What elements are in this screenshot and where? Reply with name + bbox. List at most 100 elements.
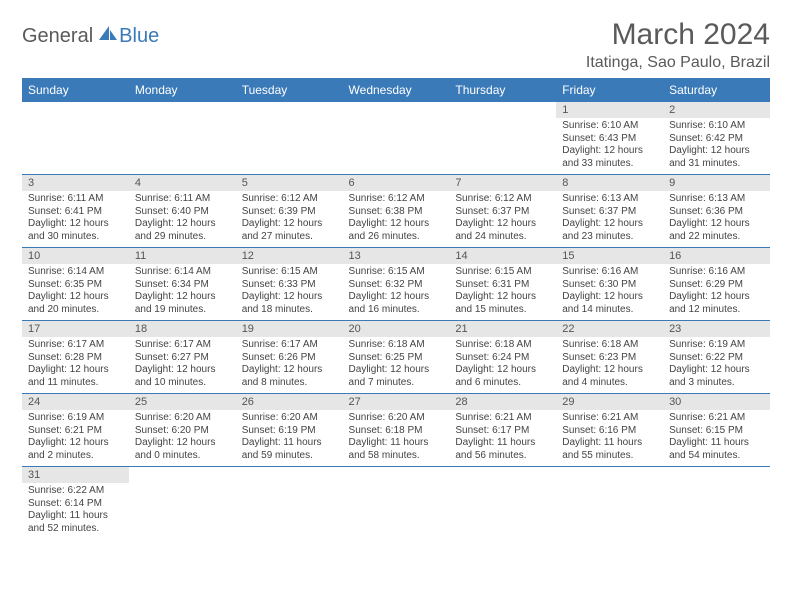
day-number: 22 — [556, 321, 663, 337]
day-details: Sunrise: 6:18 AMSunset: 6:25 PMDaylight:… — [343, 337, 450, 393]
daylight-line: Daylight: 11 hours and 55 minutes. — [562, 437, 657, 462]
sunset-line: Sunset: 6:26 PM — [242, 352, 337, 365]
calendar-row: 31Sunrise: 6:22 AMSunset: 6:14 PMDayligh… — [22, 467, 770, 540]
day-number: 4 — [129, 175, 236, 191]
calendar-body: 1Sunrise: 6:10 AMSunset: 6:43 PMDaylight… — [22, 102, 770, 539]
sunset-line: Sunset: 6:40 PM — [135, 206, 230, 219]
day-number: 1 — [556, 102, 663, 118]
daylight-line: Daylight: 12 hours and 16 minutes. — [349, 291, 444, 316]
sunrise-line: Sunrise: 6:20 AM — [242, 412, 337, 425]
day-number: 8 — [556, 175, 663, 191]
sunset-line: Sunset: 6:23 PM — [562, 352, 657, 365]
sunrise-line: Sunrise: 6:15 AM — [455, 266, 550, 279]
calendar-cell: 25Sunrise: 6:20 AMSunset: 6:20 PMDayligh… — [129, 394, 236, 467]
day-number: 9 — [663, 175, 770, 191]
day-number: 15 — [556, 248, 663, 264]
calendar-cell: 27Sunrise: 6:20 AMSunset: 6:18 PMDayligh… — [343, 394, 450, 467]
sunrise-line: Sunrise: 6:11 AM — [28, 193, 123, 206]
sunrise-line: Sunrise: 6:18 AM — [349, 339, 444, 352]
day-details: Sunrise: 6:14 AMSunset: 6:35 PMDaylight:… — [22, 264, 129, 320]
calendar-cell-empty — [556, 467, 663, 540]
calendar-cell: 8Sunrise: 6:13 AMSunset: 6:37 PMDaylight… — [556, 175, 663, 248]
calendar-row: 24Sunrise: 6:19 AMSunset: 6:21 PMDayligh… — [22, 394, 770, 467]
day-details: Sunrise: 6:12 AMSunset: 6:39 PMDaylight:… — [236, 191, 343, 247]
weekday-header: Wednesday — [343, 78, 450, 102]
calendar-cell: 18Sunrise: 6:17 AMSunset: 6:27 PMDayligh… — [129, 321, 236, 394]
calendar-cell: 15Sunrise: 6:16 AMSunset: 6:30 PMDayligh… — [556, 248, 663, 321]
sunrise-line: Sunrise: 6:12 AM — [349, 193, 444, 206]
sunrise-line: Sunrise: 6:12 AM — [455, 193, 550, 206]
sunset-line: Sunset: 6:35 PM — [28, 279, 123, 292]
day-number: 3 — [22, 175, 129, 191]
calendar-row: 1Sunrise: 6:10 AMSunset: 6:43 PMDaylight… — [22, 102, 770, 175]
sunset-line: Sunset: 6:31 PM — [455, 279, 550, 292]
day-number: 14 — [449, 248, 556, 264]
sunset-line: Sunset: 6:27 PM — [135, 352, 230, 365]
calendar-row: 10Sunrise: 6:14 AMSunset: 6:35 PMDayligh… — [22, 248, 770, 321]
sunrise-line: Sunrise: 6:19 AM — [28, 412, 123, 425]
sunrise-line: Sunrise: 6:16 AM — [562, 266, 657, 279]
calendar-cell-empty — [449, 102, 556, 175]
sunrise-line: Sunrise: 6:13 AM — [562, 193, 657, 206]
day-details: Sunrise: 6:11 AMSunset: 6:41 PMDaylight:… — [22, 191, 129, 247]
daylight-line: Daylight: 12 hours and 8 minutes. — [242, 364, 337, 389]
day-number: 6 — [343, 175, 450, 191]
day-details: Sunrise: 6:10 AMSunset: 6:42 PMDaylight:… — [663, 118, 770, 174]
calendar-cell: 31Sunrise: 6:22 AMSunset: 6:14 PMDayligh… — [22, 467, 129, 540]
sunrise-line: Sunrise: 6:20 AM — [349, 412, 444, 425]
daylight-line: Daylight: 12 hours and 7 minutes. — [349, 364, 444, 389]
daylight-line: Daylight: 12 hours and 10 minutes. — [135, 364, 230, 389]
calendar-cell: 16Sunrise: 6:16 AMSunset: 6:29 PMDayligh… — [663, 248, 770, 321]
sunrise-line: Sunrise: 6:17 AM — [28, 339, 123, 352]
weekday-header: Saturday — [663, 78, 770, 102]
sunrise-line: Sunrise: 6:14 AM — [28, 266, 123, 279]
calendar-cell: 30Sunrise: 6:21 AMSunset: 6:15 PMDayligh… — [663, 394, 770, 467]
month-title: March 2024 — [586, 18, 770, 52]
calendar-cell: 10Sunrise: 6:14 AMSunset: 6:35 PMDayligh… — [22, 248, 129, 321]
day-details: Sunrise: 6:20 AMSunset: 6:20 PMDaylight:… — [129, 410, 236, 466]
weekday-header: Friday — [556, 78, 663, 102]
daylight-line: Daylight: 12 hours and 27 minutes. — [242, 218, 337, 243]
day-details: Sunrise: 6:17 AMSunset: 6:26 PMDaylight:… — [236, 337, 343, 393]
daylight-line: Daylight: 12 hours and 33 minutes. — [562, 145, 657, 170]
sunrise-line: Sunrise: 6:15 AM — [242, 266, 337, 279]
calendar-cell-empty — [236, 467, 343, 540]
sunrise-line: Sunrise: 6:17 AM — [242, 339, 337, 352]
day-number: 28 — [449, 394, 556, 410]
sunrise-line: Sunrise: 6:10 AM — [562, 120, 657, 133]
sunset-line: Sunset: 6:16 PM — [562, 425, 657, 438]
sunset-line: Sunset: 6:39 PM — [242, 206, 337, 219]
day-number: 5 — [236, 175, 343, 191]
day-details: Sunrise: 6:15 AMSunset: 6:32 PMDaylight:… — [343, 264, 450, 320]
calendar-table: SundayMondayTuesdayWednesdayThursdayFrid… — [22, 78, 770, 539]
day-details: Sunrise: 6:20 AMSunset: 6:18 PMDaylight:… — [343, 410, 450, 466]
sunset-line: Sunset: 6:33 PM — [242, 279, 337, 292]
sunrise-line: Sunrise: 6:19 AM — [669, 339, 764, 352]
day-number: 25 — [129, 394, 236, 410]
day-number: 31 — [22, 467, 129, 483]
calendar-cell-empty — [449, 467, 556, 540]
day-details: Sunrise: 6:12 AMSunset: 6:37 PMDaylight:… — [449, 191, 556, 247]
daylight-line: Daylight: 11 hours and 58 minutes. — [349, 437, 444, 462]
day-details: Sunrise: 6:17 AMSunset: 6:27 PMDaylight:… — [129, 337, 236, 393]
day-number: 16 — [663, 248, 770, 264]
daylight-line: Daylight: 12 hours and 20 minutes. — [28, 291, 123, 316]
sunset-line: Sunset: 6:41 PM — [28, 206, 123, 219]
sunrise-line: Sunrise: 6:21 AM — [669, 412, 764, 425]
day-details: Sunrise: 6:19 AMSunset: 6:21 PMDaylight:… — [22, 410, 129, 466]
calendar-cell: 23Sunrise: 6:19 AMSunset: 6:22 PMDayligh… — [663, 321, 770, 394]
daylight-line: Daylight: 12 hours and 30 minutes. — [28, 218, 123, 243]
daylight-line: Daylight: 12 hours and 19 minutes. — [135, 291, 230, 316]
calendar-cell: 20Sunrise: 6:18 AMSunset: 6:25 PMDayligh… — [343, 321, 450, 394]
sunset-line: Sunset: 6:28 PM — [28, 352, 123, 365]
day-number: 10 — [22, 248, 129, 264]
day-details: Sunrise: 6:13 AMSunset: 6:36 PMDaylight:… — [663, 191, 770, 247]
daylight-line: Daylight: 12 hours and 11 minutes. — [28, 364, 123, 389]
daylight-line: Daylight: 11 hours and 52 minutes. — [28, 510, 123, 535]
day-number: 13 — [343, 248, 450, 264]
day-number: 17 — [22, 321, 129, 337]
day-number: 24 — [22, 394, 129, 410]
day-details: Sunrise: 6:21 AMSunset: 6:17 PMDaylight:… — [449, 410, 556, 466]
header: General Blue March 2024 Itatinga, Sao Pa… — [22, 18, 770, 72]
daylight-line: Daylight: 12 hours and 12 minutes. — [669, 291, 764, 316]
